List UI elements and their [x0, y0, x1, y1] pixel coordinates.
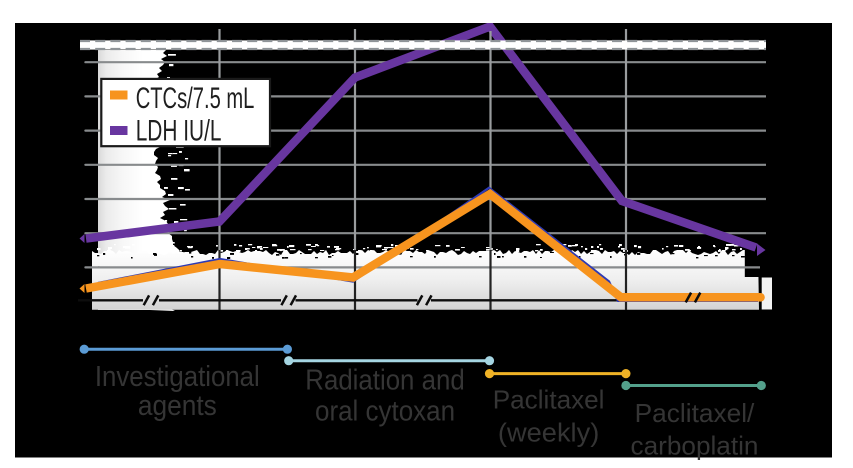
svg-text:CTCs/7.5 mL: CTCs/7.5 mL — [136, 82, 255, 115]
svg-text:Paclitaxel: Paclitaxel — [493, 384, 605, 414]
svg-text:LDH IU/L: LDH IU/L — [136, 115, 222, 147]
svg-text:(weekly): (weekly) — [498, 418, 599, 447]
svg-text:carboplatin: carboplatin — [631, 430, 759, 460]
svg-text:agents: agents — [138, 389, 217, 421]
svg-text:Radiation and: Radiation and — [305, 363, 464, 396]
svg-text:Investigational: Investigational — [95, 360, 260, 393]
svg-text:oral cytoxan: oral cytoxan — [315, 394, 455, 427]
svg-text:Paclitaxel/: Paclitaxel/ — [635, 398, 755, 428]
